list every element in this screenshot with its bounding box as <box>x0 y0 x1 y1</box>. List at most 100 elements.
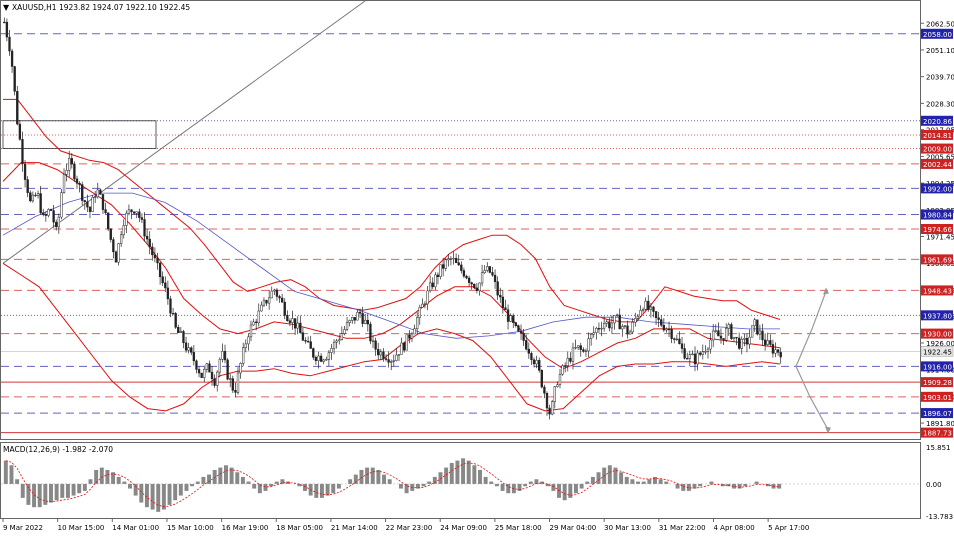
candle-body <box>249 324 253 338</box>
candle-body <box>148 238 151 248</box>
candle-body <box>740 339 743 349</box>
candle-body <box>732 336 736 339</box>
candle-body <box>88 206 92 212</box>
level-label-box <box>921 223 953 234</box>
candle-body <box>769 340 772 345</box>
projection-down-arrowhead <box>825 426 831 434</box>
candle-body <box>109 228 112 240</box>
level-label-box <box>921 285 953 296</box>
candle-body <box>680 343 684 349</box>
x-tick-label: 16 Mar 19:00 <box>222 524 269 532</box>
level-label: 2009.00 <box>923 146 952 154</box>
candle-body <box>688 354 691 359</box>
candle-body <box>257 310 260 324</box>
level-label: 1887.73 <box>923 430 952 438</box>
candle-body <box>654 311 658 319</box>
candle-body <box>584 350 588 352</box>
candle-body <box>390 361 393 363</box>
candle-body <box>177 327 180 333</box>
candle-body <box>480 272 484 284</box>
candle-body <box>275 289 279 297</box>
candle-body <box>595 328 598 333</box>
candle-body <box>286 315 289 322</box>
candle-body <box>29 192 32 202</box>
current-price-box <box>920 346 954 357</box>
candle-body <box>602 323 606 329</box>
candle-body <box>52 210 55 223</box>
macd-tick-label: 15.851 <box>926 444 951 452</box>
level-label: 2058.00 <box>923 31 952 39</box>
level-label-box <box>921 28 953 39</box>
candle-body <box>662 325 666 331</box>
level-label-box <box>921 254 953 265</box>
x-tick-label: 30 Mar 13:00 <box>604 524 651 532</box>
candle-body <box>525 340 528 350</box>
candle-body <box>374 340 377 350</box>
candle-body <box>496 281 499 296</box>
candle-body <box>514 322 518 326</box>
candle-body <box>26 179 29 193</box>
candle-body <box>647 300 650 310</box>
candle-body <box>151 246 154 256</box>
candle-body <box>615 314 619 317</box>
candle-body <box>704 351 707 353</box>
candle-body <box>722 338 725 341</box>
candle-body <box>564 365 567 367</box>
candle-body <box>766 340 769 345</box>
candle-body <box>488 266 492 273</box>
candle-body <box>467 277 471 283</box>
bollinger-middle-line <box>2 162 781 370</box>
candle-body <box>379 351 382 356</box>
candle-body <box>717 330 720 337</box>
level-label: 1980.84 <box>923 212 952 220</box>
projection-arrows-layer <box>795 287 831 434</box>
candle-body <box>36 193 40 196</box>
candle-body <box>535 360 538 365</box>
candle-body <box>345 322 349 330</box>
candle-body <box>16 91 19 125</box>
candle-body <box>60 192 63 218</box>
candle-body <box>255 321 258 324</box>
projection-up-path <box>795 291 827 367</box>
candle-body <box>353 317 357 321</box>
candle-body <box>273 289 276 292</box>
candle-body <box>673 338 676 340</box>
x-tick-label: 14 Mar 01:00 <box>112 524 159 532</box>
candle-body <box>226 359 229 380</box>
candles-layer <box>3 17 782 420</box>
candle-body <box>322 359 325 362</box>
candle-body <box>693 353 697 365</box>
projection-up-arrowhead <box>823 287 829 295</box>
candle-body <box>166 287 170 300</box>
candle-body <box>652 306 655 312</box>
candle-body <box>158 262 162 278</box>
level-label: 2020.86 <box>923 118 952 126</box>
candle-body <box>753 319 756 326</box>
candle-body <box>675 338 678 341</box>
candle-body <box>81 184 84 201</box>
candle-body <box>143 219 146 237</box>
level-label-box <box>921 328 953 339</box>
level-label: 2014.81 <box>923 132 952 140</box>
candle-body <box>569 357 572 362</box>
candle-body <box>200 372 203 378</box>
y-tick-label: 1971.45 <box>926 234 954 242</box>
candle-body <box>125 212 128 226</box>
macd-panel-frame <box>0 442 921 519</box>
candle-body <box>280 297 284 303</box>
candle-body <box>634 318 637 323</box>
candle-body <box>665 328 668 331</box>
candle-body <box>21 139 24 165</box>
collapse-arrow-icon[interactable]: ▼ <box>3 3 10 12</box>
candle-body <box>522 333 525 341</box>
candle-body <box>462 270 466 277</box>
level-label: 1903.01 <box>923 394 952 402</box>
candle-body <box>270 290 273 299</box>
level-label: 1992.00 <box>923 185 952 193</box>
y-tick-label: 2005.65 <box>926 153 954 161</box>
candle-body <box>75 178 79 184</box>
projection-down-path <box>795 366 829 430</box>
candle-body <box>291 318 294 323</box>
candle-body <box>475 287 479 291</box>
candle-body <box>441 264 445 269</box>
